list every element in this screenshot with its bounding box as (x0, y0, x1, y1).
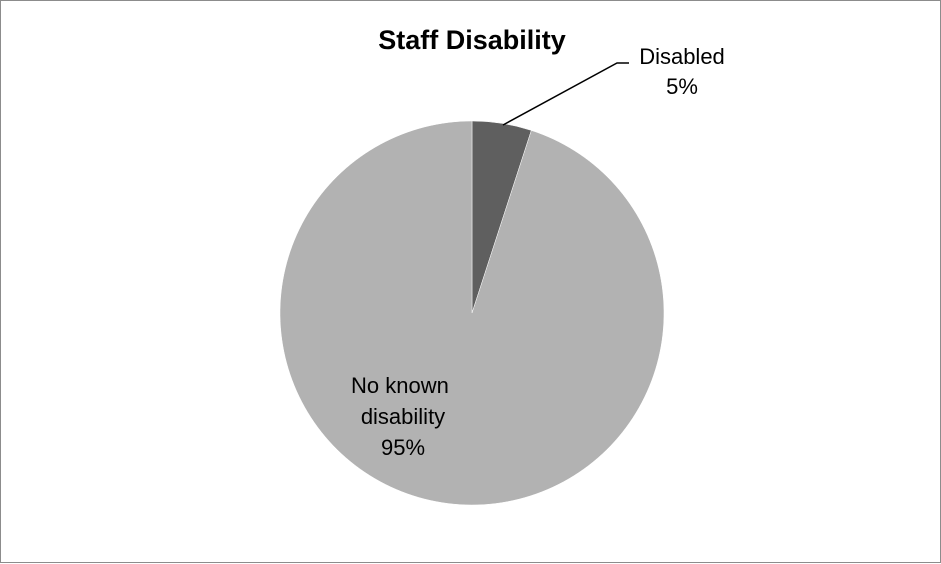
chart-title: Staff Disability (378, 25, 566, 55)
disabled-leader-line (502, 62, 629, 126)
disabled-label: Disabled (639, 44, 725, 69)
disabled-percent-label: 5% (666, 74, 698, 99)
pie-slice-no-known-disability (279, 120, 665, 506)
no-known-disability-percent-label: 95% (381, 435, 425, 460)
no-known-disability-label: No known disability (351, 373, 455, 429)
no-known-disability-label-line1: No known (351, 373, 449, 398)
no-known-disability-label-line2: disability (361, 404, 445, 429)
pie-slices (279, 120, 665, 506)
